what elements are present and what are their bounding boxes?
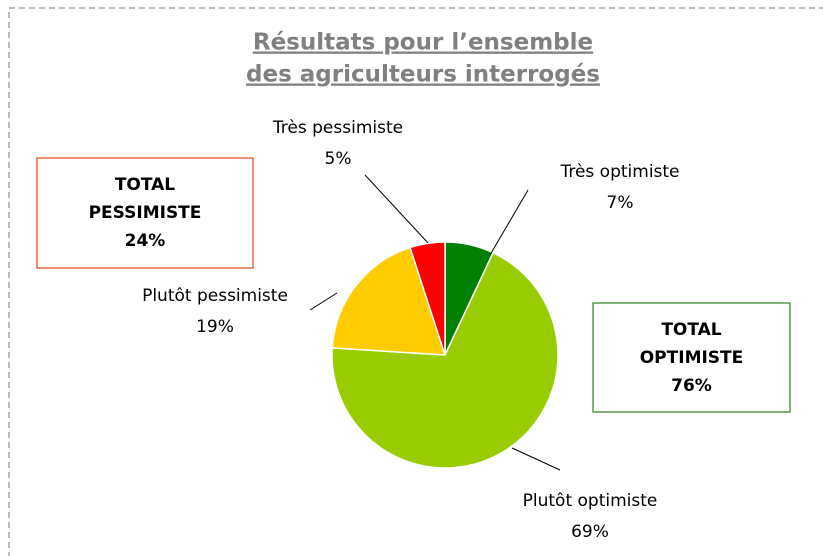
slice-value: 7% [607,193,634,213]
total-text: PESSIMISTE [89,203,202,223]
total-text: OPTIMISTE [640,348,744,368]
slice-label: Plutôt optimiste [523,491,658,511]
leader-line [489,189,529,256]
leader-line [511,447,561,471]
chart-title: des agriculteurs interrogés [246,62,600,88]
pie-slice [331,251,559,469]
slice-label: Très optimiste [559,162,679,182]
leader-line [309,292,338,311]
total-text: 24% [125,231,166,251]
slice-value: 19% [196,317,234,337]
slice-label: Très pessimiste [272,118,403,138]
chart-title: Résultats pour l’ensemble [253,30,593,56]
slice-value: 5% [325,149,352,169]
pie-slice [409,241,446,356]
slice-value: 69% [571,522,609,542]
frame [8,7,823,556]
total-text: 76% [671,376,712,396]
leader-line [364,174,429,244]
total-text: TOTAL [661,320,721,340]
total-text: TOTAL [115,175,175,195]
pie-slice [331,246,447,356]
slice-label: Plutôt pessimiste [142,286,288,306]
total-box [36,157,254,269]
total-box [592,302,791,413]
